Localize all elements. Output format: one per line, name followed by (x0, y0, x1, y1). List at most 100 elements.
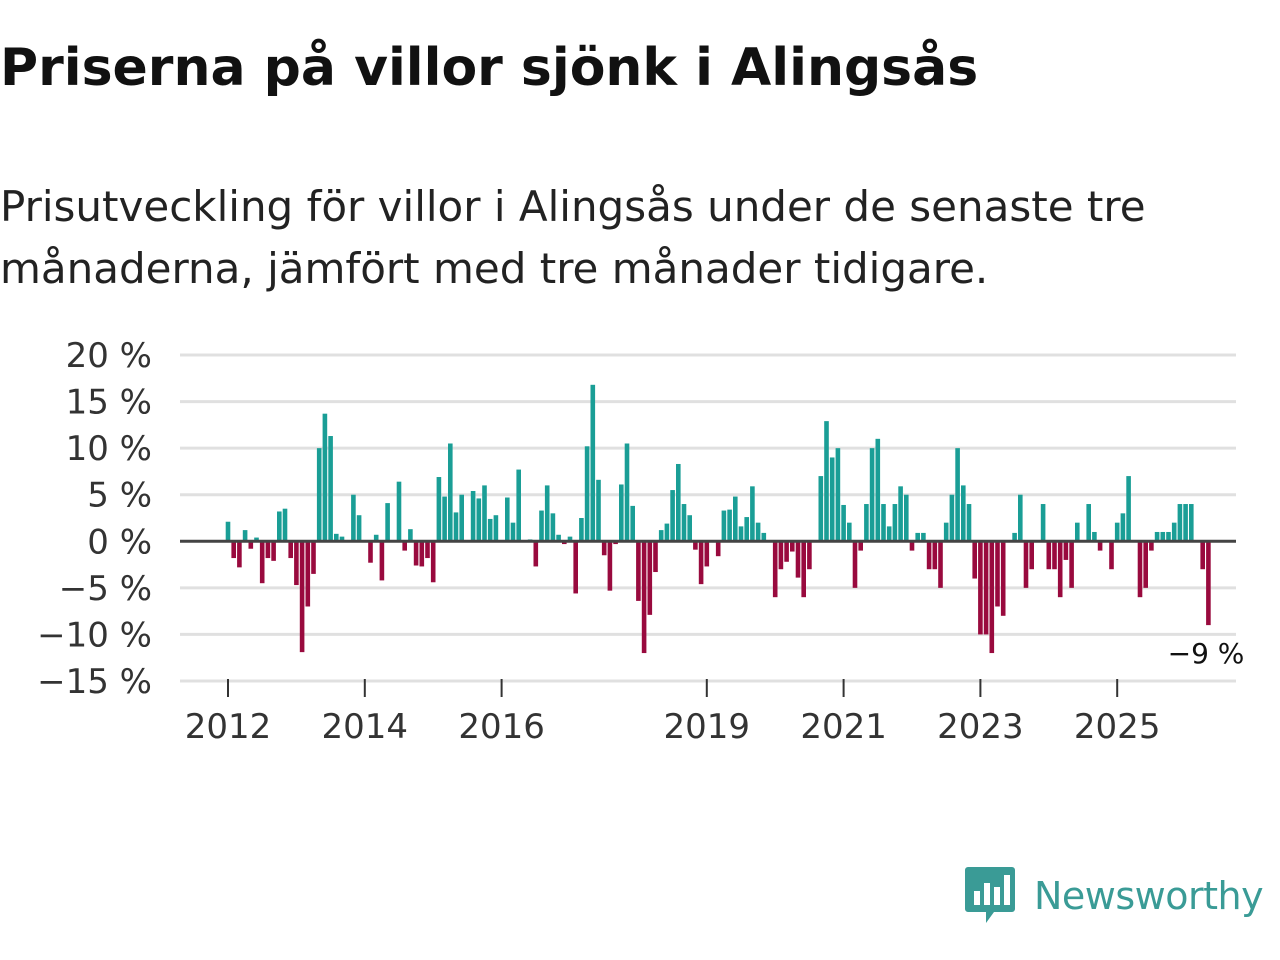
bar (396, 481, 402, 542)
bar (1206, 541, 1211, 626)
bar (926, 541, 932, 570)
bar (989, 541, 995, 654)
bar (995, 541, 1000, 607)
bar (636, 541, 641, 601)
bar (1183, 504, 1188, 542)
last-value-label: −9 % (1168, 637, 1245, 670)
bar (328, 436, 333, 542)
bar (277, 511, 282, 542)
bar (630, 505, 635, 542)
x-tick-label: 2012 (185, 707, 272, 747)
bar (943, 522, 949, 542)
bar (1012, 532, 1017, 542)
bar (801, 541, 806, 598)
y-tick-label: 0 % (87, 522, 152, 562)
newsworthy-wordmark: Newsworthy (1034, 874, 1264, 918)
bar (983, 541, 989, 635)
bar (470, 490, 476, 542)
bar (738, 526, 744, 542)
bar (1149, 541, 1154, 551)
bar (379, 541, 385, 581)
bar (932, 541, 938, 570)
bar (841, 504, 846, 542)
bar (259, 541, 265, 584)
y-tick-label: 15 % (66, 383, 152, 423)
bar (476, 498, 482, 542)
bar (1023, 541, 1029, 588)
bar (693, 541, 698, 550)
bar (596, 479, 601, 542)
bar (322, 413, 328, 542)
bar (795, 541, 801, 578)
y-tick-label: 20 % (66, 336, 152, 376)
x-tick-label: 2025 (1074, 707, 1161, 747)
bar (265, 541, 271, 559)
bar (425, 541, 430, 559)
chart-title: Priserna på villor sjönk i Alingsås (0, 38, 979, 98)
bar (658, 530, 664, 542)
bar (858, 541, 863, 551)
bar (1097, 541, 1103, 551)
bar (402, 541, 407, 551)
y-tick-label: 5 % (87, 476, 152, 516)
bar (1029, 541, 1034, 570)
x-tick-label: 2019 (664, 707, 751, 747)
bar (544, 485, 550, 542)
bar (590, 384, 596, 542)
bar (1160, 531, 1166, 542)
bar (1000, 541, 1006, 616)
bar (1200, 541, 1205, 570)
bar (772, 541, 778, 598)
bar (493, 515, 499, 542)
bar (1154, 531, 1160, 542)
bar (579, 518, 584, 542)
bar (847, 522, 852, 542)
bar (556, 534, 561, 542)
bar (510, 522, 516, 542)
bar (550, 513, 556, 542)
bar (1137, 541, 1143, 598)
bar (852, 541, 858, 588)
bar (1069, 541, 1074, 588)
y-axis: 20 % 15 % 10 % 5 % 0 % −5 % −10 % −15 % (37, 336, 152, 702)
bar (670, 490, 675, 542)
bar (607, 541, 613, 591)
bar (368, 541, 373, 563)
bar (533, 541, 539, 567)
bar (1126, 476, 1131, 542)
bar (225, 521, 231, 542)
bar (921, 532, 926, 542)
bar (351, 494, 356, 542)
bar (955, 448, 960, 542)
bar (1018, 494, 1023, 542)
bar (875, 438, 881, 542)
bar (761, 532, 767, 542)
bar (453, 512, 459, 542)
bar (1052, 541, 1057, 570)
bar (972, 541, 977, 579)
bar (1086, 504, 1091, 542)
bar (1046, 541, 1052, 570)
bar (356, 515, 362, 542)
x-tick-label: 2023 (937, 707, 1024, 747)
bar (721, 510, 727, 542)
bar (909, 541, 915, 551)
bar (676, 463, 681, 542)
bar (299, 541, 305, 653)
bar (829, 457, 835, 542)
bar (949, 494, 955, 542)
bar (864, 504, 869, 542)
bar (459, 494, 464, 542)
bar (938, 541, 943, 588)
bar (824, 421, 829, 542)
bar (584, 446, 590, 542)
bar (1040, 504, 1046, 542)
bar (282, 508, 288, 542)
bar (619, 484, 624, 542)
bar (601, 541, 607, 556)
bar (653, 541, 658, 573)
bar (231, 541, 236, 559)
y-tick-label: −10 % (37, 615, 152, 655)
bar (505, 497, 510, 542)
